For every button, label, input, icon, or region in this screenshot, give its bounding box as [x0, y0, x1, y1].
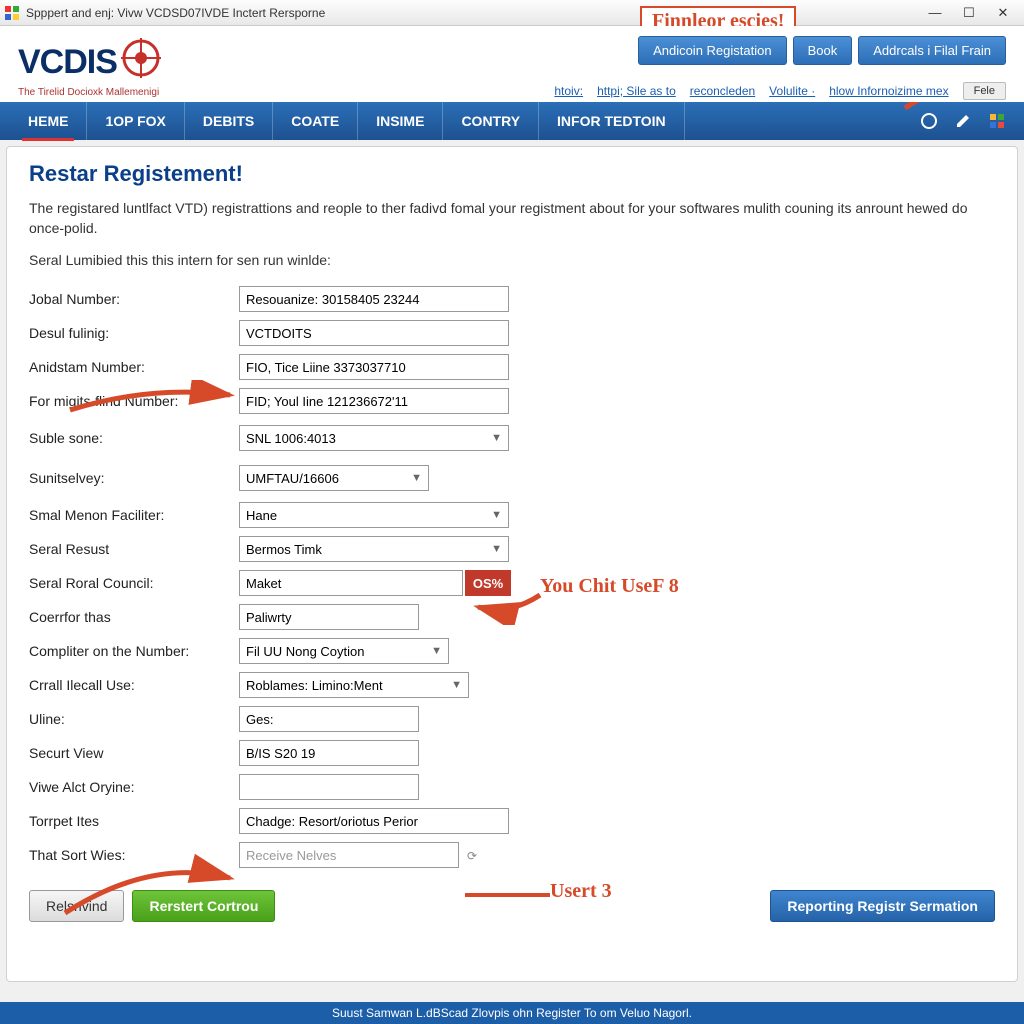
restart-button[interactable]: Rerstert Cortrou: [132, 890, 275, 922]
sunitsel-select[interactable]: UMFTAU/16606▼: [239, 465, 429, 491]
button-row: Relsrivind Rerstert Cortrou Reporting Re…: [29, 890, 995, 922]
addrcals-button[interactable]: Addrcals i Filal Frain: [858, 36, 1006, 65]
logo-tagline: The Tirelid Docioxk Mallemenigi: [18, 87, 163, 98]
refresh-button[interactable]: Relsrivind: [29, 890, 124, 922]
field-label: Compliter on the Number:: [29, 643, 239, 659]
field-label: Coerrfor thas: [29, 609, 239, 625]
jobal-number-input[interactable]: [239, 286, 509, 312]
field-label: Uline:: [29, 711, 239, 727]
nav-coate[interactable]: COATE: [273, 102, 358, 140]
header-link[interactable]: httpi; Sile as to: [597, 84, 676, 98]
torrpet-input[interactable]: [239, 808, 509, 834]
field-label: Smal Menon Faciliter:: [29, 507, 239, 523]
field-label: Seral Resust: [29, 541, 239, 557]
field-label: Securt View: [29, 745, 239, 761]
page-content: Restar Registement! The registared luntl…: [6, 146, 1018, 982]
field-label: Torrpet Ites: [29, 813, 239, 829]
field-label: Viwe Alct Oryine:: [29, 779, 239, 795]
chevron-down-icon: ▼: [491, 543, 502, 555]
header-link[interactable]: reconcleden: [690, 84, 755, 98]
nav-contry[interactable]: CONTRY: [443, 102, 539, 140]
window-close-button[interactable]: ✕: [986, 2, 1020, 24]
header-links: htoiv: httpi; Sile as to reconcleden Vol…: [554, 82, 1006, 100]
thatsort-input[interactable]: [239, 842, 459, 868]
field-label: Suble sone:: [29, 430, 239, 446]
uline-input[interactable]: [239, 706, 419, 732]
chevron-down-icon: ▼: [411, 472, 422, 484]
header-area: VCDIS The Tirelid Docioxk Mallemenigi An…: [0, 26, 1024, 102]
logo-text: VCDIS: [18, 43, 117, 82]
nav-grid-icon[interactable]: [986, 110, 1008, 132]
header-link[interactable]: hlow Infornoizime mex: [829, 84, 948, 98]
nav-circle-icon[interactable]: [918, 110, 940, 132]
field-label: That Sort Wies:: [29, 847, 239, 863]
window-minimize-button[interactable]: —: [918, 2, 952, 24]
desul-input[interactable]: [239, 320, 509, 346]
field-label: Anidstam Number:: [29, 359, 239, 375]
crrall-select[interactable]: Roblames: Limino:Ment▼: [239, 672, 469, 698]
field-label: Desul fulinig:: [29, 325, 239, 341]
logo-mark-icon: [119, 36, 163, 89]
page-subtitle: Seral Lumibied this this intern for sen …: [29, 252, 995, 268]
header-buttons: Andicoin Registation Book Addrcals i Fil…: [638, 36, 1006, 65]
app-icon: [4, 5, 20, 21]
logo: VCDIS: [18, 36, 163, 89]
chevron-down-icon: ▼: [451, 679, 462, 691]
nav-fox[interactable]: 1OP FOX: [87, 102, 184, 140]
report-button[interactable]: Reporting Registr Sermation: [770, 890, 995, 922]
refresh-icon[interactable]: ⟳: [467, 849, 477, 863]
chevron-down-icon: ▼: [491, 509, 502, 521]
page-title: Restar Registement!: [29, 161, 995, 187]
formigits-input[interactable]: [239, 388, 509, 414]
field-label: For migits-flind Number:: [29, 393, 239, 409]
anidstam-input[interactable]: [239, 354, 509, 380]
chevron-down-icon: ▼: [431, 645, 442, 657]
coerrfor-input[interactable]: [239, 604, 419, 630]
footer-bar: Suust Samwan L.dBScad Zlovpis ohn Regist…: [0, 1002, 1024, 1024]
page-intro: The registared luntlfact VTD) registratt…: [29, 199, 995, 238]
nav-home[interactable]: HEME: [10, 102, 87, 140]
window-maximize-button[interactable]: ☐: [952, 2, 986, 24]
registration-button[interactable]: Andicoin Registation: [638, 36, 787, 65]
header-link[interactable]: htoiv:: [554, 84, 583, 98]
field-label: Crrall Ilecall Use:: [29, 677, 239, 693]
securt-input[interactable]: [239, 740, 419, 766]
main-nav: HEME 1OP FOX DEBITS COATE INSIME CONTRY …: [0, 102, 1024, 140]
os-badge: OS%: [465, 570, 511, 596]
field-label: Seral Roral Council:: [29, 575, 239, 591]
field-label: Sunitselvey:: [29, 470, 239, 486]
nav-infor[interactable]: INFOR TEDTOIN: [539, 102, 685, 140]
nav-edit-icon[interactable]: [952, 110, 974, 132]
window-titlebar: Spppert and enj: Vivw VCDSD07IVDE Incter…: [0, 0, 1024, 26]
nav-insime[interactable]: INSIME: [358, 102, 443, 140]
chevron-down-icon: ▼: [491, 432, 502, 444]
suble-select[interactable]: SNL 1006:4013▼: [239, 425, 509, 451]
compliter-select[interactable]: Fil UU Nong Coytion▼: [239, 638, 449, 664]
field-label: Jobal Number:: [29, 291, 239, 307]
fele-button[interactable]: Fele: [963, 82, 1006, 100]
seralres-select[interactable]: Bermos Timk▼: [239, 536, 509, 562]
nav-debits[interactable]: DEBITS: [185, 102, 273, 140]
book-button[interactable]: Book: [793, 36, 853, 65]
seralroral-input[interactable]: [239, 570, 463, 596]
smalmen-select[interactable]: Hane▼: [239, 502, 509, 528]
header-link[interactable]: Volulite ·: [769, 84, 815, 98]
window-title: Spppert and enj: Vivw VCDSD07IVDE Incter…: [26, 6, 918, 20]
viwealct-input[interactable]: [239, 774, 419, 800]
registration-form: Jobal Number: Desul fulinig: Anidstam Nu…: [29, 282, 995, 872]
